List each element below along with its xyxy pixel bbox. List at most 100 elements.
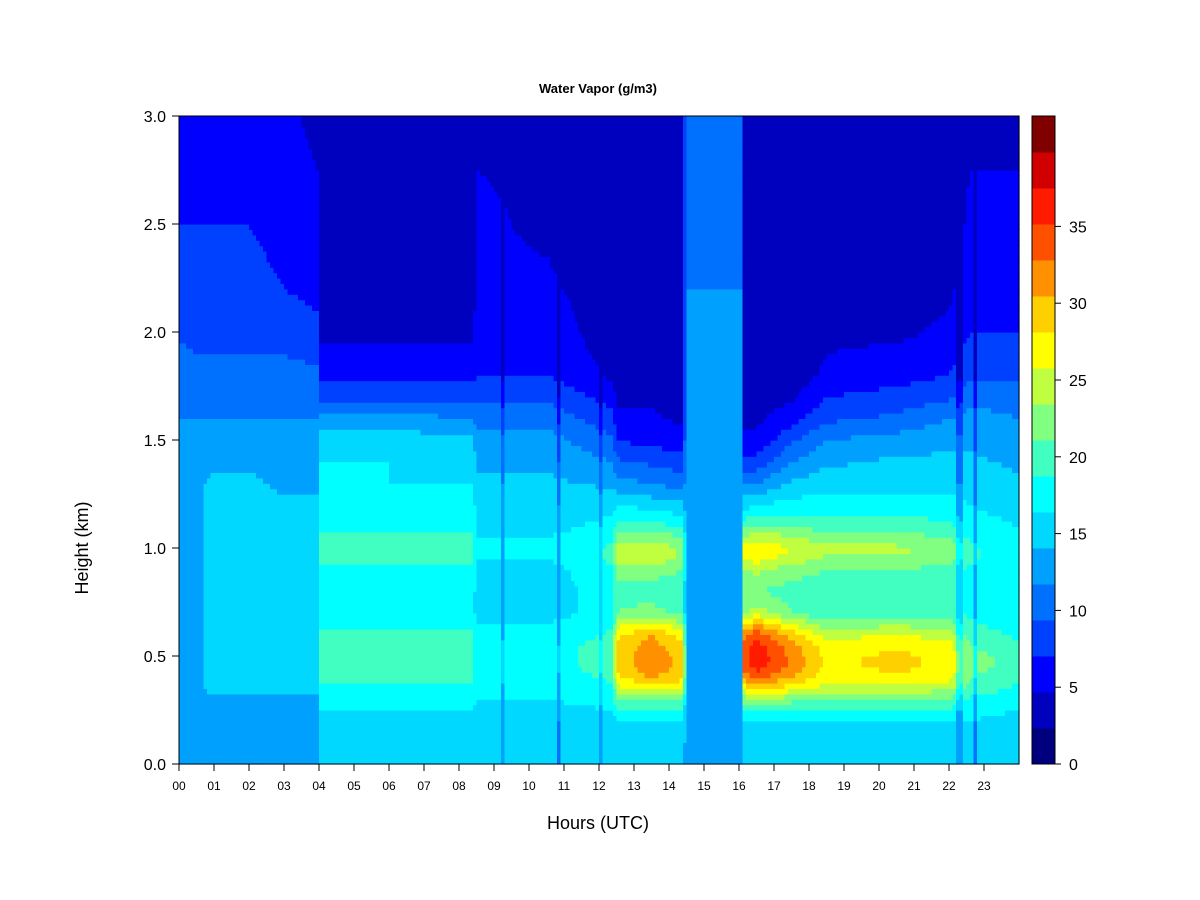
heatmap-cell [252,666,257,673]
heatmap-cell [305,278,310,284]
heatmap-cell [298,332,303,338]
heatmap-cell [259,477,264,484]
heatmap-cell [284,159,289,166]
heatmap-cell [277,445,282,452]
heatmap-cell [252,396,257,403]
heatmap-cell [200,618,205,625]
heatmap-cell [256,380,261,387]
heatmap-cell [221,294,226,301]
heatmap-cell [217,710,222,716]
heatmap-cell [284,310,289,317]
heatmap-cell [214,423,219,430]
heatmap-cell [238,407,243,414]
heatmap-cell [224,693,229,700]
heatmap-cell [210,153,215,160]
heatmap-cell [294,510,299,517]
heatmap-cell [221,337,226,344]
heatmap-cell [263,294,268,301]
heatmap-cell [214,418,219,425]
heatmap-cell [273,537,278,544]
heatmap-cell [308,126,313,133]
heatmap-cell [245,143,250,149]
heatmap-cell [270,666,275,673]
heatmap-cell [231,650,236,657]
heatmap-cell [298,245,303,252]
heatmap-cell [266,542,271,549]
heatmap-cell [263,440,268,446]
heatmap-cell [294,245,299,252]
heatmap-cell [235,742,240,749]
heatmap-cell [287,251,292,257]
heatmap-cell [193,526,198,533]
heatmap-cell [221,623,226,630]
heatmap-cell [322,510,327,517]
heatmap-cell [207,310,212,317]
heatmap-cell [284,294,289,301]
heatmap-cell [273,251,278,257]
heatmap-cell [238,153,243,160]
heatmap-cell [298,650,303,657]
heatmap-cell [224,569,229,576]
heatmap-cell [266,245,271,252]
heatmap-cell [287,121,292,128]
heatmap-cell [179,321,184,328]
heatmap-cell [301,742,306,749]
heatmap-cell [308,504,313,511]
heatmap-cell [228,526,233,533]
heatmap-cell [249,553,254,560]
heatmap-cell [259,315,264,322]
heatmap-cell [277,521,282,527]
heatmap-cell [207,186,212,193]
heatmap-cell [210,164,215,171]
heatmap-cell [277,477,282,484]
heatmap-cell [207,467,212,473]
heatmap-cell [305,580,310,587]
heatmap-cell [298,353,303,360]
heatmap-cell [312,526,317,533]
heatmap-cell [207,267,212,274]
heatmap-cell [214,753,219,760]
heatmap-cell [238,467,243,473]
heatmap-cell [242,564,247,571]
heatmap-cell [277,364,282,371]
heatmap-cell [249,688,254,695]
heatmap-cell [203,288,208,295]
heatmap-cell [273,294,278,301]
heatmap-cell [305,461,310,468]
heatmap-cell [319,634,324,641]
heatmap-cell [256,537,261,544]
heatmap-cell [284,607,289,614]
heatmap-cell [207,618,212,625]
heatmap-cell [284,693,289,700]
heatmap-cell [291,337,296,344]
heatmap-cell [249,488,254,495]
heatmap-cell [294,116,299,122]
heatmap-cell [235,537,240,544]
heatmap-cell [210,548,215,554]
heatmap-cell [228,548,233,554]
heatmap-cell [249,747,254,754]
heatmap-cell [179,445,184,452]
heatmap-cell [235,623,240,630]
heatmap-cell [245,499,250,506]
heatmap-cell [203,267,208,274]
heatmap-cell [217,742,222,749]
heatmap-cell [217,693,222,700]
heatmap-cell [273,483,278,490]
heatmap-cell [228,488,233,495]
heatmap-cell [221,650,226,657]
heatmap-cell [221,596,226,603]
heatmap-cell [200,429,205,436]
heatmap-cell [280,602,285,608]
heatmap-cell [203,747,208,754]
heatmap-cell [277,629,282,635]
heatmap-cell [217,342,222,349]
heatmap-cell [210,483,215,490]
heatmap-cell [217,224,222,230]
heatmap-cell [298,450,303,457]
heatmap-cell [263,159,268,166]
heatmap-cell [266,661,271,668]
heatmap-cell [189,742,194,749]
heatmap-cell [186,504,191,511]
heatmap-cell [182,602,187,608]
